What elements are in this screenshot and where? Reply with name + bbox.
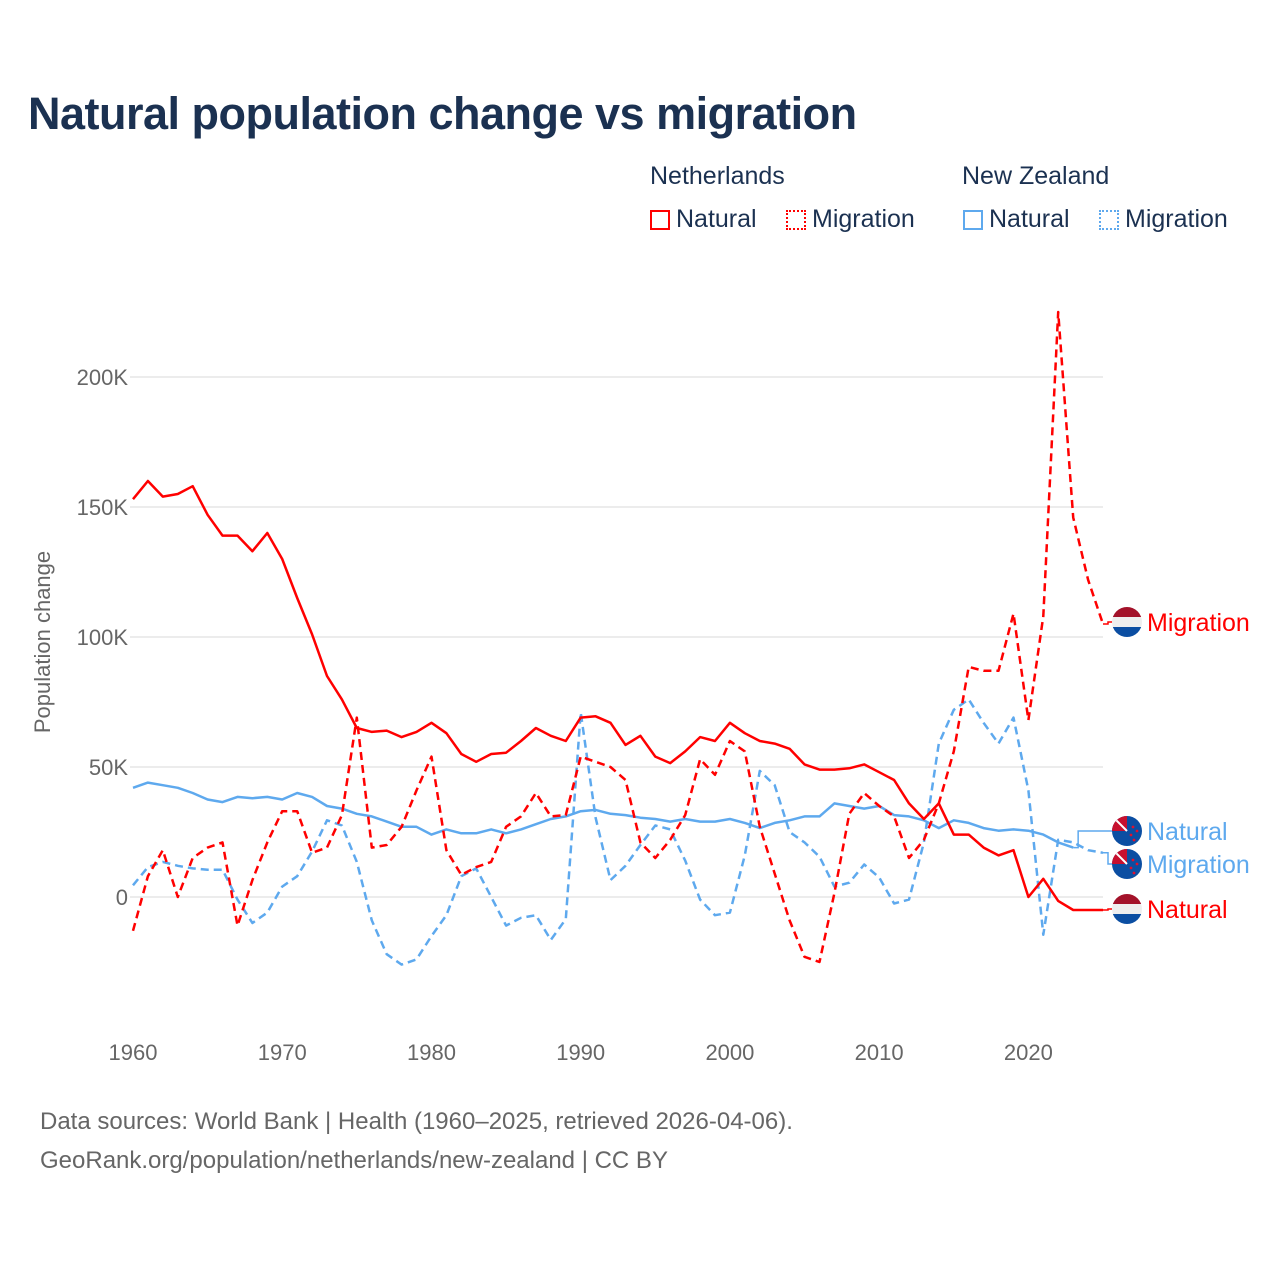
legend-swatch-dotted-blue xyxy=(1099,209,1119,230)
x-tick-label: 1990 xyxy=(556,1040,605,1065)
flag-star xyxy=(1129,866,1133,870)
flag-stripe-white xyxy=(1112,904,1142,914)
series-line-new-zealand-migration xyxy=(132,698,1104,966)
leader-line xyxy=(1103,852,1112,865)
legend-item-nz-migration[interactable]: Migration xyxy=(1099,205,1228,234)
legend-swatch-dotted-red xyxy=(786,209,806,230)
chart-title: Natural population change vs migration xyxy=(28,88,857,139)
flag-body xyxy=(1112,607,1142,637)
series-line-new-zealand-natural xyxy=(132,781,1074,849)
legend-swatch-solid-blue xyxy=(963,209,983,230)
legend-label: Natural xyxy=(989,205,1070,233)
flag-netherlands-icon xyxy=(1112,607,1142,637)
flag-body xyxy=(1112,894,1142,924)
legend-item-nz-natural[interactable]: Natural xyxy=(963,205,1070,234)
legend-item-nl-migration[interactable]: Migration xyxy=(786,205,915,234)
leader-line xyxy=(1103,908,1112,911)
x-tick-label: 2020 xyxy=(1004,1040,1053,1065)
footer-sources: Data sources: World Bank | Health (1960–… xyxy=(40,1108,793,1135)
x-tick-label: 1980 xyxy=(407,1040,456,1065)
flag-stripe-red xyxy=(1112,894,1142,904)
legend-label: Migration xyxy=(812,205,915,233)
flag-star xyxy=(1131,858,1135,862)
y-tick-label: 150K xyxy=(77,495,129,520)
x-tick-label: 2010 xyxy=(855,1040,904,1065)
legend-item-nl-natural[interactable]: Natural xyxy=(650,205,757,234)
y-tick-label: 0 xyxy=(116,885,128,910)
flag-stripe-blue xyxy=(1112,914,1142,924)
leader-line xyxy=(1103,621,1112,625)
flag-new-zealand-icon xyxy=(1112,849,1142,879)
series-end-label: Natural xyxy=(1147,896,1228,924)
series-end-label: Migration xyxy=(1147,851,1250,879)
flag-stripe-blue xyxy=(1112,627,1142,637)
legend-group-netherlands: Netherlands xyxy=(650,162,785,190)
flag-new-zealand-icon xyxy=(1112,816,1142,846)
flag-star xyxy=(1129,833,1133,837)
y-tick-label: 200K xyxy=(77,365,129,390)
flag-star xyxy=(1132,871,1136,875)
flag-netherlands-icon xyxy=(1112,894,1142,924)
legend-label: Natural xyxy=(676,205,757,233)
flag-star xyxy=(1135,829,1139,833)
x-tick-label: 1970 xyxy=(258,1040,307,1065)
legend-group-new-zealand: New Zealand xyxy=(962,162,1110,190)
series-line-netherlands-migration xyxy=(131,310,1105,964)
flag-stripe-white xyxy=(1112,617,1142,627)
legend-swatch-solid-red xyxy=(650,209,670,230)
y-axis-label: Population change xyxy=(30,551,55,733)
flag-body xyxy=(1112,816,1142,846)
series-line-netherlands-natural xyxy=(132,479,1103,912)
legend-label: Migration xyxy=(1125,205,1228,233)
leader-line xyxy=(1073,830,1112,849)
x-tick-label: 1960 xyxy=(109,1040,158,1065)
x-tick-label: 2000 xyxy=(705,1040,754,1065)
flag-star xyxy=(1132,838,1136,842)
footer-link[interactable]: GeoRank.org/population/netherlands/new-z… xyxy=(40,1147,668,1174)
flag-star xyxy=(1135,862,1139,866)
flag-star xyxy=(1131,825,1135,829)
y-tick-label: 100K xyxy=(77,625,129,650)
flag-stripe-red xyxy=(1112,607,1142,617)
series-end-label: Migration xyxy=(1147,609,1250,637)
series-end-label: Natural xyxy=(1147,818,1228,846)
y-tick-label: 50K xyxy=(89,755,128,780)
flag-body xyxy=(1112,849,1142,879)
